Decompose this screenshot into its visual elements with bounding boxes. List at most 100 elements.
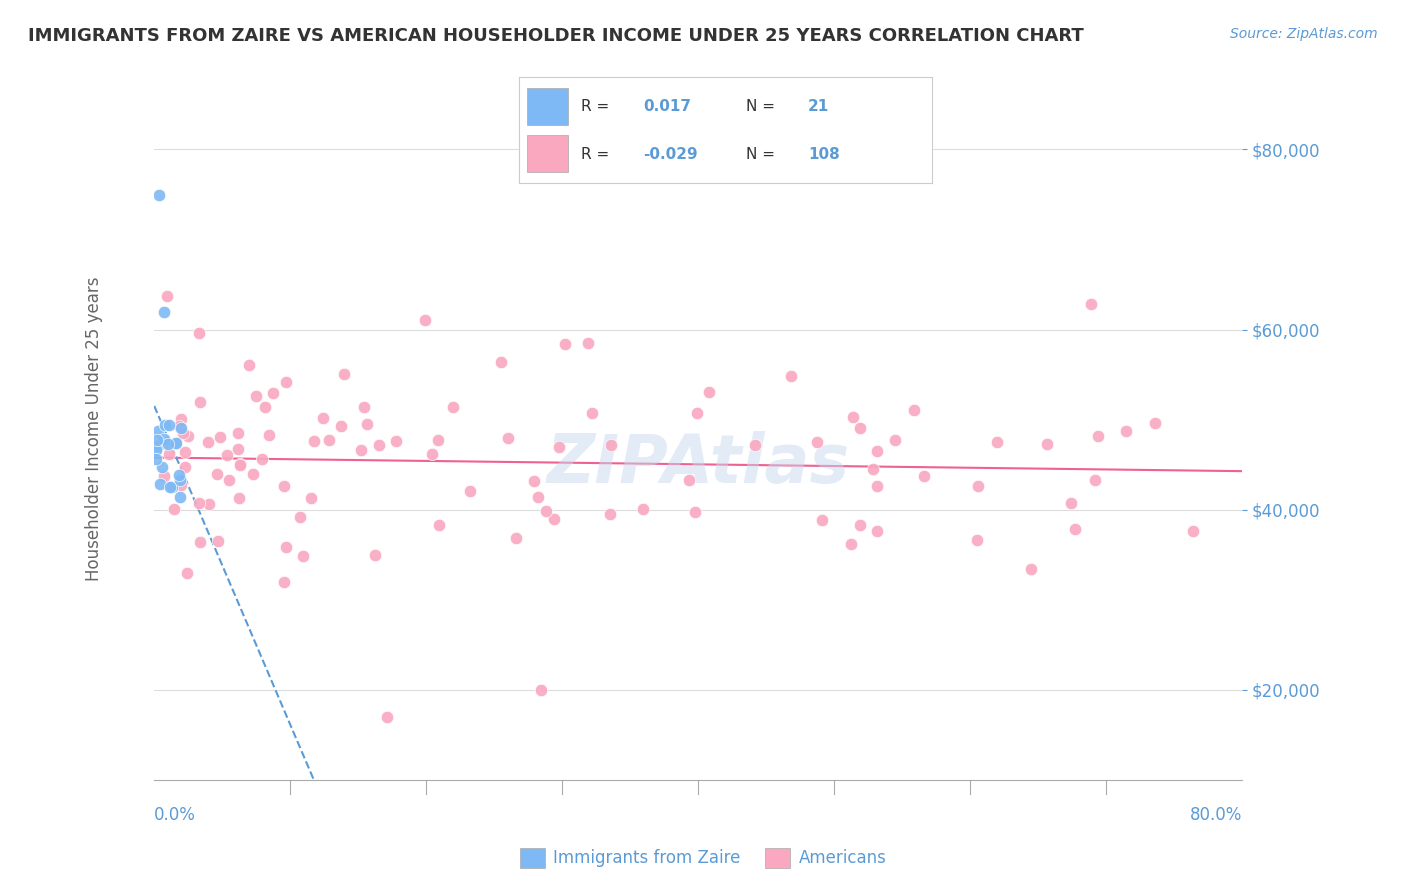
Point xyxy=(169,491,191,505)
Point xyxy=(170,421,193,435)
Point xyxy=(547,440,569,454)
Point xyxy=(1084,473,1107,487)
Point xyxy=(530,682,553,697)
Point xyxy=(238,358,260,372)
Point xyxy=(780,368,803,383)
Point xyxy=(262,386,284,401)
Point xyxy=(683,505,706,519)
Point xyxy=(318,433,340,447)
Point xyxy=(162,480,184,494)
Point xyxy=(420,447,443,461)
Point xyxy=(1087,429,1109,443)
Point xyxy=(273,574,295,589)
Point xyxy=(312,411,335,425)
Text: Source: ZipAtlas.com: Source: ZipAtlas.com xyxy=(1230,27,1378,41)
Point xyxy=(304,434,326,448)
Point xyxy=(350,443,373,458)
Point xyxy=(866,479,889,493)
Legend: Immigrants from Zaire, Americans: Immigrants from Zaire, Americans xyxy=(513,841,893,875)
Point xyxy=(159,480,181,494)
Point xyxy=(276,540,298,554)
Point xyxy=(177,428,200,442)
Point xyxy=(188,534,211,549)
Text: IMMIGRANTS FROM ZAIRE VS AMERICAN HOUSEHOLDER INCOME UNDER 25 YEARS CORRELATION : IMMIGRANTS FROM ZAIRE VS AMERICAN HOUSEH… xyxy=(28,27,1084,45)
Point xyxy=(159,447,181,461)
Point xyxy=(534,503,557,517)
Point xyxy=(148,187,170,202)
Point xyxy=(1080,296,1102,310)
Point xyxy=(1181,524,1204,538)
Point xyxy=(848,421,870,435)
Point xyxy=(207,534,229,549)
Point xyxy=(170,412,193,426)
Point xyxy=(273,479,295,493)
Point xyxy=(208,429,231,443)
Point xyxy=(1064,522,1087,536)
Point xyxy=(165,436,187,450)
Point xyxy=(866,524,889,538)
Point xyxy=(686,406,709,420)
Point xyxy=(149,476,172,491)
Point xyxy=(353,401,375,415)
Point xyxy=(169,473,191,487)
Point xyxy=(842,409,865,424)
Point xyxy=(288,510,311,524)
Point xyxy=(505,532,527,546)
Point xyxy=(811,513,834,527)
Point xyxy=(697,385,720,400)
Point xyxy=(167,419,190,434)
Point xyxy=(173,444,195,458)
Point xyxy=(252,451,274,466)
Text: ZIPAtlas: ZIPAtlas xyxy=(547,431,849,497)
Point xyxy=(356,417,378,431)
Point xyxy=(554,337,576,351)
Point xyxy=(218,473,240,487)
Point xyxy=(187,496,209,510)
Point xyxy=(146,439,169,453)
Point xyxy=(274,376,297,390)
Point xyxy=(1036,437,1059,451)
Point xyxy=(156,436,179,450)
Point xyxy=(257,428,280,442)
Point xyxy=(228,491,250,505)
Point xyxy=(441,401,464,415)
Point xyxy=(364,548,387,562)
Point xyxy=(228,458,250,473)
Point xyxy=(839,537,862,551)
Point xyxy=(329,419,352,434)
Point xyxy=(229,457,252,471)
Point xyxy=(152,432,174,446)
Point xyxy=(1115,424,1137,438)
Point xyxy=(576,335,599,350)
Point xyxy=(599,508,621,522)
Point xyxy=(156,289,179,303)
Point xyxy=(153,304,176,318)
Point xyxy=(153,417,176,432)
Point xyxy=(157,438,180,452)
Point xyxy=(986,435,1008,450)
Point xyxy=(413,313,436,327)
Point xyxy=(145,451,167,466)
Point xyxy=(543,512,565,526)
Point xyxy=(173,459,195,474)
Point xyxy=(1021,562,1043,576)
Point xyxy=(375,710,398,724)
Point xyxy=(205,467,228,482)
Point xyxy=(167,467,190,482)
Point xyxy=(299,491,322,505)
Point xyxy=(187,326,209,341)
Text: 0.0%: 0.0% xyxy=(155,806,195,824)
Point xyxy=(744,438,766,452)
Point xyxy=(849,518,872,533)
Point xyxy=(426,433,449,447)
Point xyxy=(460,483,482,498)
Point xyxy=(197,434,219,449)
Point xyxy=(146,424,169,438)
Point xyxy=(198,496,221,510)
Text: Householder Income Under 25 years: Householder Income Under 25 years xyxy=(86,277,104,581)
Point xyxy=(523,474,546,488)
Point xyxy=(165,435,187,450)
Point xyxy=(903,402,925,417)
Point xyxy=(581,406,603,420)
Text: 80.0%: 80.0% xyxy=(1189,806,1243,824)
